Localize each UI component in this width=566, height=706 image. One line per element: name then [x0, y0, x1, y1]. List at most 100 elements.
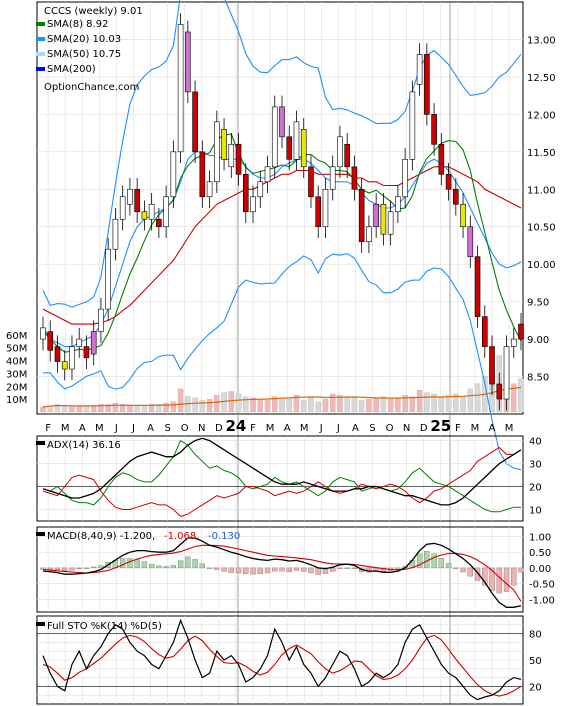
candle-body	[496, 383, 503, 400]
volume-bar	[177, 388, 184, 413]
candle-body	[271, 106, 278, 168]
price-tick-label: 9.50	[527, 298, 549, 309]
candle-body	[257, 181, 264, 198]
vertical-gridlines	[47, 2, 510, 414]
macd-histogram-bar	[69, 567, 75, 571]
x-tick-label: M	[471, 423, 480, 434]
macd-histogram-bar	[177, 560, 184, 569]
candle-body	[264, 166, 271, 183]
candle-body	[61, 361, 68, 370]
candle-body	[344, 144, 350, 168]
macd-value-annotation: -1.068,	[164, 531, 199, 542]
candle-body	[163, 196, 169, 228]
candle-body	[395, 196, 401, 213]
macd-histogram-bar	[141, 561, 148, 569]
macd-histogram-bar	[482, 567, 488, 586]
volume-tick-label: 60M	[6, 331, 27, 342]
volume-bar	[61, 405, 68, 413]
volume-bar	[438, 396, 445, 413]
macd-histogram-bar	[98, 565, 104, 569]
macd-histogram-bar	[330, 567, 336, 572]
macd-line	[42, 537, 522, 608]
volume-bar	[279, 397, 285, 413]
volume-bar	[322, 398, 329, 413]
vertical-gridlines	[47, 436, 510, 521]
macd-histogram-bar	[120, 558, 126, 569]
macd-histogram-bar	[134, 559, 140, 569]
macd-histogram-bar	[76, 567, 82, 570]
macd-histogram-bar	[214, 567, 220, 570]
macd-histogram-bar	[431, 553, 437, 569]
candle-body	[214, 121, 220, 183]
adx-tick-label: 10	[529, 506, 542, 517]
volume-bar	[134, 405, 140, 413]
candle-body	[460, 203, 466, 228]
sto-tick-label: 50	[529, 656, 542, 667]
volume-bar	[243, 396, 249, 413]
volume-average-line	[42, 386, 522, 408]
macd-histogram-bar	[170, 565, 177, 569]
bollinger-lower-line	[43, 253, 522, 471]
macd-histogram-bar	[315, 567, 321, 575]
macd-histogram-bar	[185, 556, 191, 569]
volume-bar	[127, 405, 133, 413]
volume-bar	[214, 395, 220, 413]
x-tick-label: A	[79, 423, 86, 434]
x-tick-label: S	[369, 423, 375, 434]
x-tick-label: M	[266, 423, 275, 434]
candle-body	[308, 166, 314, 198]
macd-histogram-bar	[503, 567, 510, 592]
candle-body	[105, 248, 111, 310]
candle-body	[90, 331, 97, 355]
macd-histogram-bar	[54, 567, 61, 570]
volume-bar	[518, 378, 524, 413]
volume-bar	[329, 393, 336, 413]
x-tick-label: A	[352, 423, 359, 434]
price-tick-label: 13.00	[527, 35, 556, 46]
volume-bar	[337, 395, 343, 413]
macd-histogram-bar	[62, 567, 68, 571]
adx-tick-label: 30	[529, 460, 542, 471]
volume-bar	[416, 389, 423, 413]
candle-body	[489, 346, 495, 385]
candle-body	[380, 203, 387, 235]
volume-bar	[351, 397, 358, 413]
volume-tick-label: 50M	[6, 344, 27, 355]
candle-body	[185, 31, 191, 93]
volume-bar	[40, 406, 46, 413]
candle-body	[322, 188, 329, 228]
volume-bar	[250, 397, 256, 413]
candle-body	[351, 166, 358, 190]
price-tick-label: 9.00	[527, 335, 549, 346]
candle-body	[141, 211, 148, 220]
volume-bar	[119, 404, 126, 413]
volume-bar	[366, 398, 372, 413]
macd-signal-line	[42, 544, 522, 602]
volume-bar	[54, 404, 61, 413]
volume-bar	[228, 391, 235, 413]
legend-entry: SMA(20) 10.03	[47, 34, 121, 45]
sto-d-line	[42, 634, 522, 697]
x-tick-label: M	[300, 423, 309, 434]
sto-k-line	[42, 618, 522, 701]
x-tick-label: D	[215, 423, 223, 434]
x-tick-label: J	[319, 423, 323, 434]
macd-tick-label: -0.50	[529, 580, 555, 591]
volume-bar	[264, 400, 271, 413]
candle-body	[481, 316, 488, 347]
macd-histogram-bar	[250, 567, 256, 575]
legend-swatch	[36, 37, 45, 41]
x-tick-label: M	[61, 423, 70, 434]
volume-bar	[409, 396, 416, 413]
volume-bar	[358, 400, 365, 413]
macd-histogram-bar	[286, 567, 292, 572]
volume-bar	[76, 406, 82, 413]
price-chart-title: CCCS (weekly) 9.01	[44, 6, 143, 17]
volume-bar	[199, 400, 206, 413]
macd-histogram-bar	[511, 567, 517, 586]
candle-body	[98, 308, 104, 332]
macd-histogram-bar	[221, 567, 227, 572]
adx-tick-label: 20	[529, 483, 542, 494]
candle-body	[221, 129, 227, 160]
x-tick-label: D	[420, 423, 428, 434]
